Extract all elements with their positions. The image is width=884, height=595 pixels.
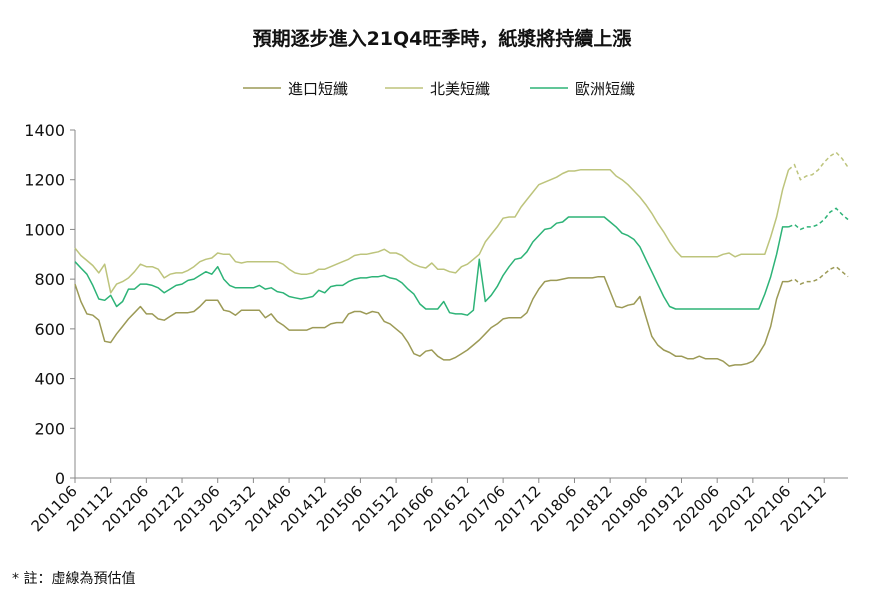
series-layer — [74, 151, 849, 367]
x-axis: 2011062011122012062012122013062013122014… — [28, 477, 848, 535]
y-axis: 0 200 400 600 800 1000 1200 1400 — [24, 121, 76, 488]
series-forecast-line-2 — [788, 151, 849, 181]
legend-label: 北美短纖 — [430, 80, 490, 98]
footnote: * 註：虛線為預估值 — [12, 571, 135, 587]
series-forecast-line-3 — [788, 207, 849, 231]
series-forecast-line-1 — [788, 265, 849, 285]
y-tick-label: 600 — [34, 320, 65, 339]
chart-title: 預期逐步進入21Q4旺季時，紙漿將持續上漲 — [253, 27, 633, 50]
y-tick-label: 1200 — [24, 171, 65, 190]
y-tick-label: 400 — [34, 370, 65, 389]
y-tick-label: 800 — [34, 270, 65, 289]
y-tick-label: 1400 — [24, 121, 65, 140]
y-tick-label: 1000 — [24, 220, 65, 239]
series-line-1 — [74, 275, 789, 367]
legend-label: 進口短纖 — [288, 80, 348, 98]
series-line-2 — [74, 169, 790, 294]
y-tick-label: 0 — [55, 469, 65, 488]
legend: 進口短纖 北美短纖 歐洲短纖 — [243, 80, 635, 98]
legend-label: 歐洲短纖 — [575, 80, 635, 98]
series-line-3 — [74, 216, 789, 316]
y-tick-label: 200 — [34, 419, 65, 438]
